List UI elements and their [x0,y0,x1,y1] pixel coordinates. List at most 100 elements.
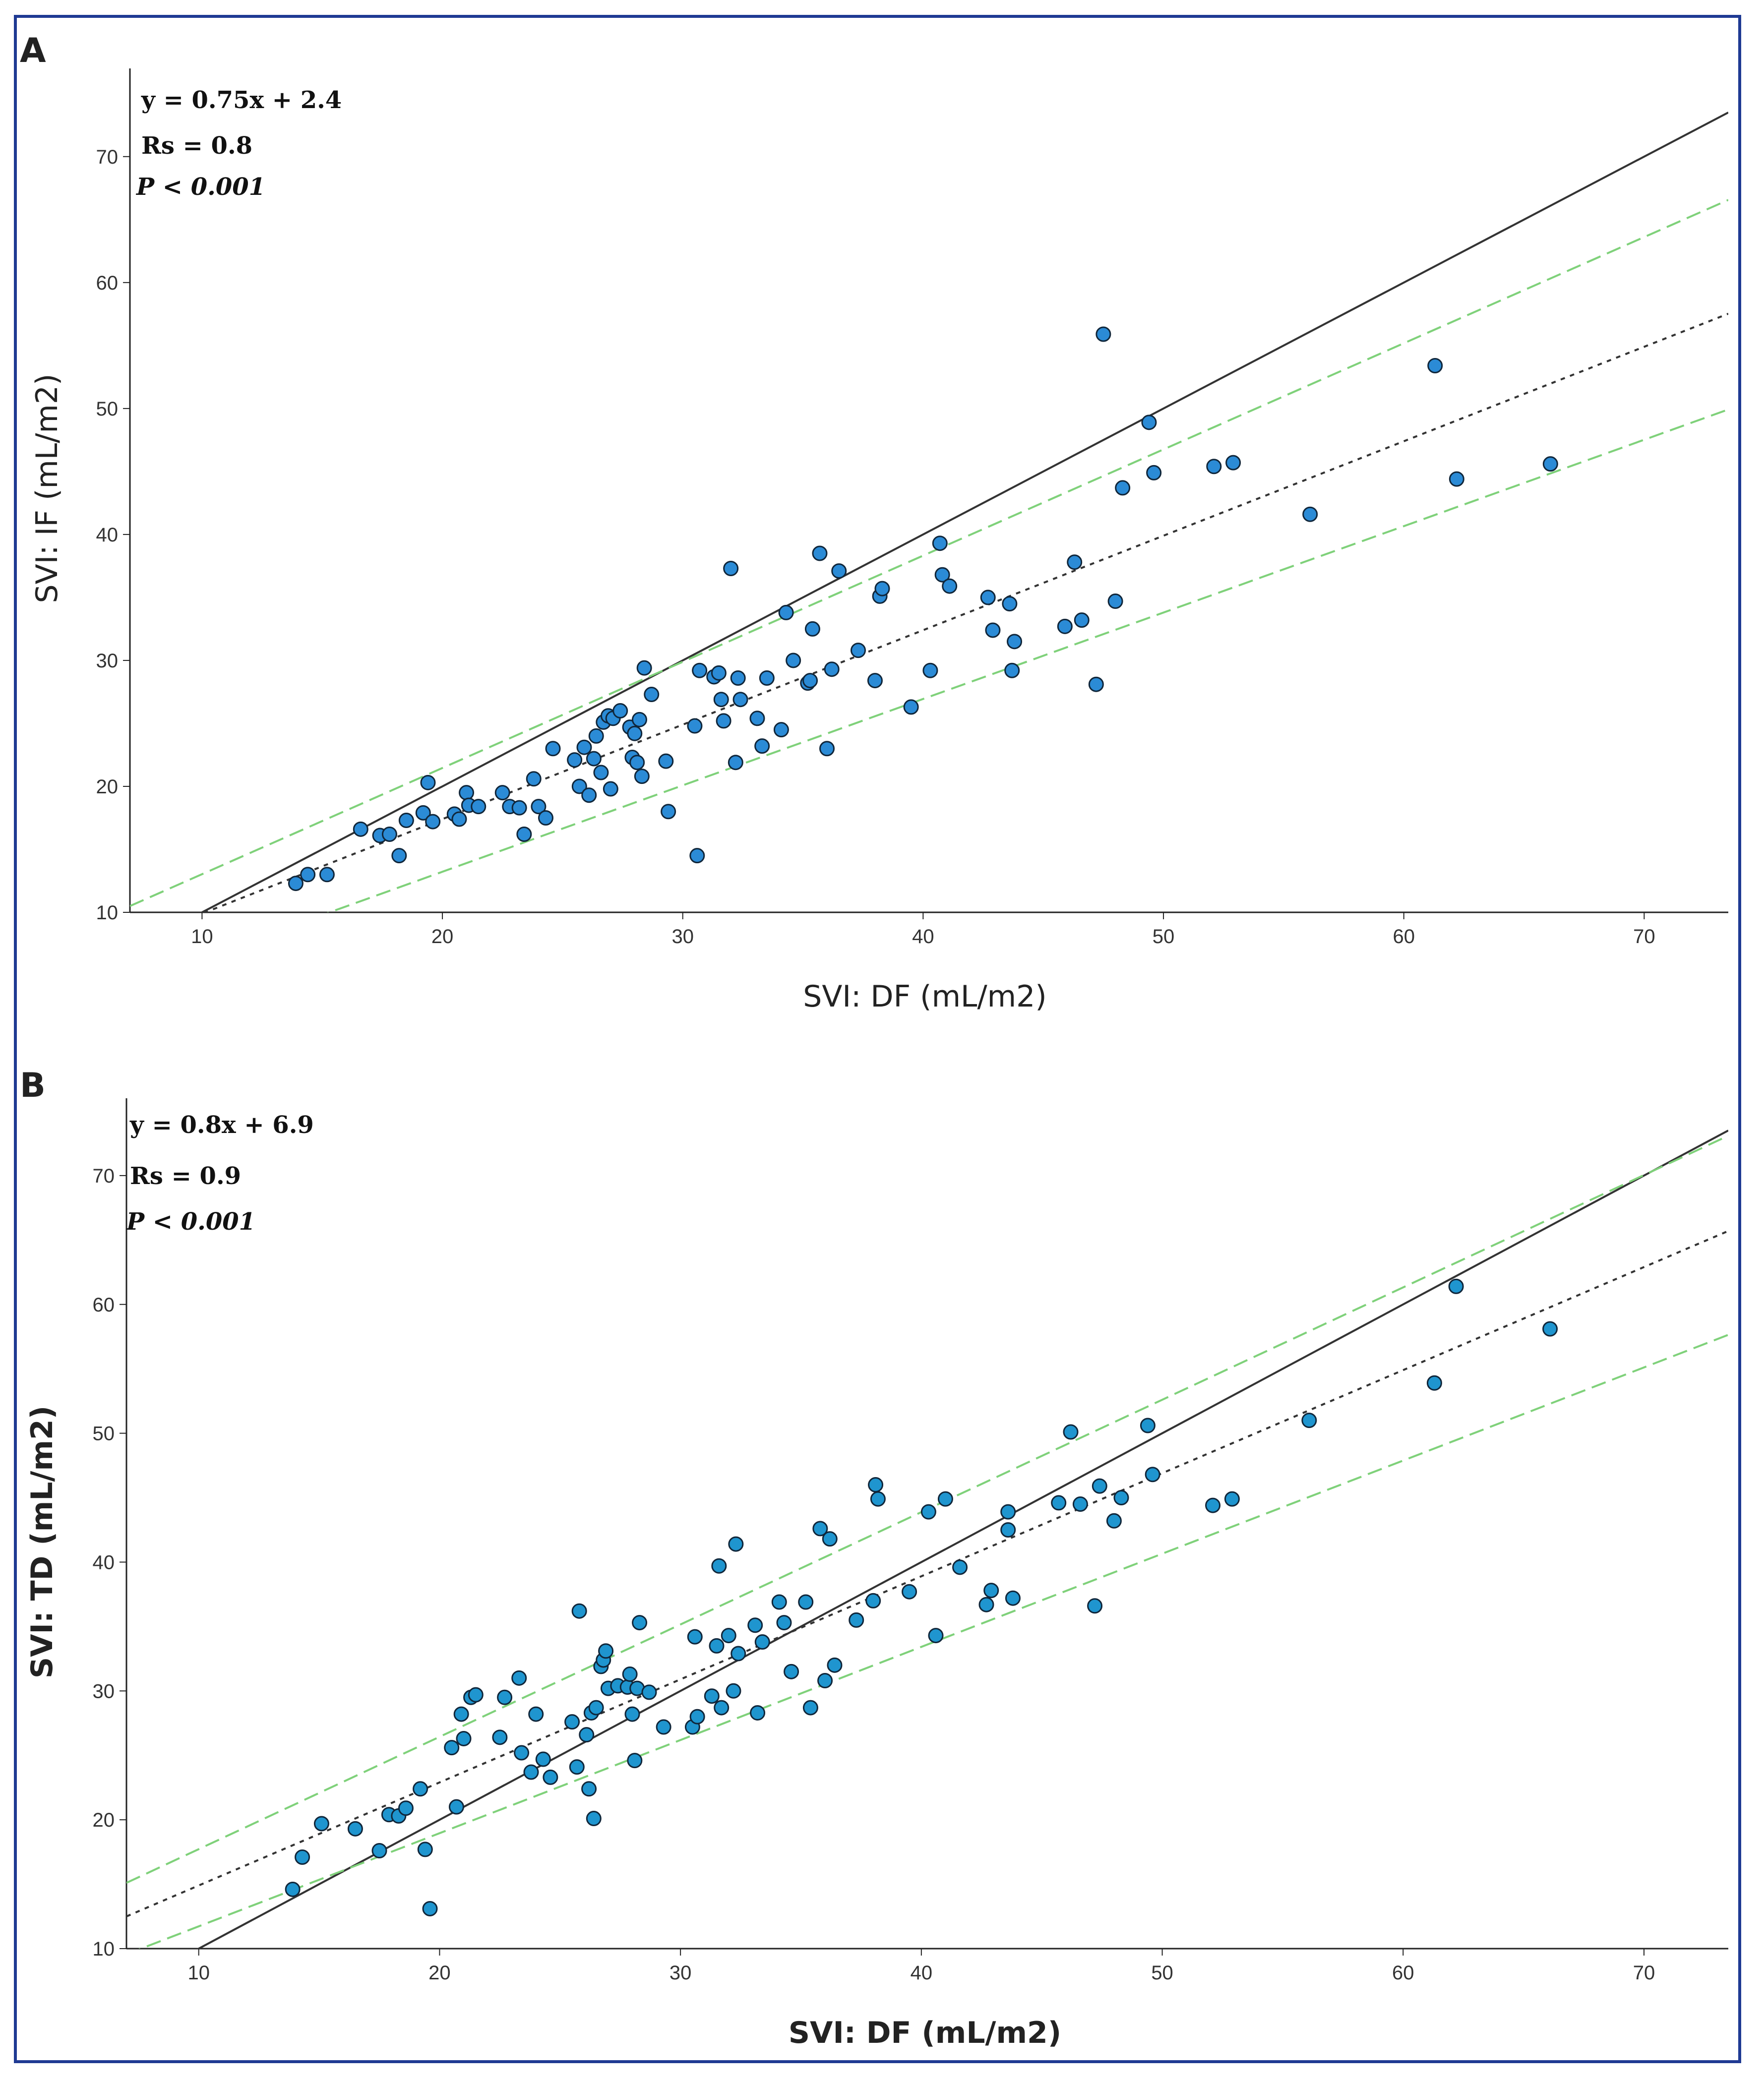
panel-a-point-38 [627,725,643,741]
panel-a-point-71 [867,673,883,689]
panel-a-point-16 [494,785,510,801]
panel-a-equation: y = 0.75x + 2.4 [141,86,342,114]
panel-a-point-93 [1206,459,1222,475]
panel-b-equation: y = 0.8x + 6.9 [129,1111,314,1139]
panel-b-point-58 [750,1705,766,1721]
panel-a-point-39 [629,755,645,771]
panel-a-point-12 [451,811,467,827]
panel-a-point-68 [824,661,840,677]
panel-a-xlabel: SVI: DF (mL/m2) [803,979,1046,1014]
panel-a-point-55 [730,670,746,686]
panel-b-point-66 [817,1673,833,1689]
panel-b-ylabel: SVI: TD (mL/m2) [25,1406,60,1678]
panel-b-point-84 [1063,1424,1079,1440]
panel-b-label: B [20,1066,46,1105]
panel-a-point-24 [567,752,583,768]
panel-b-point-39 [622,1666,638,1682]
panel-b-point-50 [709,1638,725,1654]
panel-a-point-87 [1088,676,1104,692]
panel-b-point-79 [983,1583,999,1599]
panel-a-y-tick-label-30: 30 [96,650,119,672]
panel-b-point-31 [586,1811,602,1827]
panel-b-point-70 [865,1593,881,1608]
panel-a-plot: 10 20 30 40 50 60 70 10 20 30 40 50 60 70 [96,68,1728,948]
panel-b-y-tick-label-70: 70 [93,1165,115,1187]
panel-a-point-0 [288,876,304,892]
panel-b-point-57 [747,1617,763,1633]
panel-b-point-13 [453,1706,469,1722]
panel-a-point-61 [778,604,794,620]
panel-a-point-33 [603,781,618,797]
panel-a-point-46 [687,718,703,734]
panel-a-x-tick-label-70: 70 [1633,926,1655,948]
panel-a-point-19 [516,827,532,842]
panel-a-point-81 [1002,596,1018,612]
panel-b-point-81 [1000,1504,1016,1520]
panel-a-point-15 [471,799,487,815]
panel-b-lines [126,1130,1728,1949]
panel-a-point-89 [1107,594,1123,609]
panel-b-point-28 [579,1727,595,1743]
panel-a-point-20 [526,771,542,787]
panel-b-point-68 [827,1657,843,1673]
panel-a-point-9 [420,774,436,790]
panel-a-point-74 [903,699,919,715]
panel-a-point-27 [581,787,597,803]
panel-b-y-tick-label-60: 60 [93,1294,115,1316]
panel-a-point-57 [749,711,765,726]
panel-a-point-47 [689,848,705,864]
panel-a-x-tick-label-60: 60 [1393,926,1415,948]
panel-a-point-84 [1057,618,1073,634]
panel-b-point-21 [523,1764,539,1780]
panel-a-y-tick-label-40: 40 [96,524,119,546]
panel-a-point-62 [786,653,801,668]
panel-a-point-42 [636,660,652,676]
panel-b-point-83 [1051,1495,1067,1511]
panel-b-point-88 [1106,1513,1122,1529]
panel-b-point-41 [627,1753,643,1769]
panel-a-point-23 [545,741,561,757]
panel-b-point-47 [687,1629,703,1645]
panel-a-point-53 [723,560,739,576]
panel-b-y-tick-label-50: 50 [93,1423,115,1445]
panel-a-point-10 [425,814,441,830]
panel-b-xlabel: SVI: DF (mL/m2) [789,2016,1061,2050]
panel-b-point-59 [754,1634,770,1650]
panel-b-point-48 [689,1709,705,1725]
panel-a-point-97 [1449,471,1464,487]
panel-b-x-tick-label-20: 20 [428,1962,451,1984]
panel-a-point-3 [353,821,368,837]
panel-a-point-56 [732,692,748,708]
panel-a-point-67 [819,741,835,757]
panel-b-x-tick-label-40: 40 [911,1962,933,1984]
panel-a-point-70 [851,643,866,658]
panel-b-point-97 [1542,1321,1558,1337]
panel-b-y-tick-label-20: 20 [93,1809,115,1831]
panel-b-point-54 [726,1683,741,1699]
panel-b-point-74 [920,1504,936,1520]
panel-b-point-96 [1448,1278,1464,1294]
panel-b-point-1 [295,1849,310,1865]
panel-b-point-64 [802,1700,818,1716]
panel-a-point-85 [1067,554,1083,570]
panel-b-point-94 [1301,1413,1317,1428]
panel-a-point-21 [531,799,547,815]
panel-a-point-75 [922,662,938,678]
panel-a: A 10 20 30 40 50 60 70 10 20 30 40 50 60 70 y = 0.75x… [20,31,1728,1014]
panel-a-label: A [20,31,46,70]
panel-b-point-25 [564,1714,580,1730]
panel-b-point-18 [497,1689,513,1705]
panel-b-x-tick-label-10: 10 [187,1962,210,1984]
panel-a-line-lower-bound [326,409,1728,912]
panel-a-y-tick-label-60: 60 [96,272,119,294]
panel-a-point-83 [1007,634,1023,650]
panel-a-point-41 [634,769,650,784]
panel-b-point-86 [1087,1598,1103,1614]
panel-a-point-18 [511,800,527,816]
panel-b-point-29 [581,1781,597,1797]
panel-b-x-tick-label-70: 70 [1633,1962,1655,1984]
panel-b-y-tick-label-10: 10 [93,1938,115,1960]
panel-a-point-51 [713,692,729,708]
panel-b-point-62 [784,1664,799,1679]
